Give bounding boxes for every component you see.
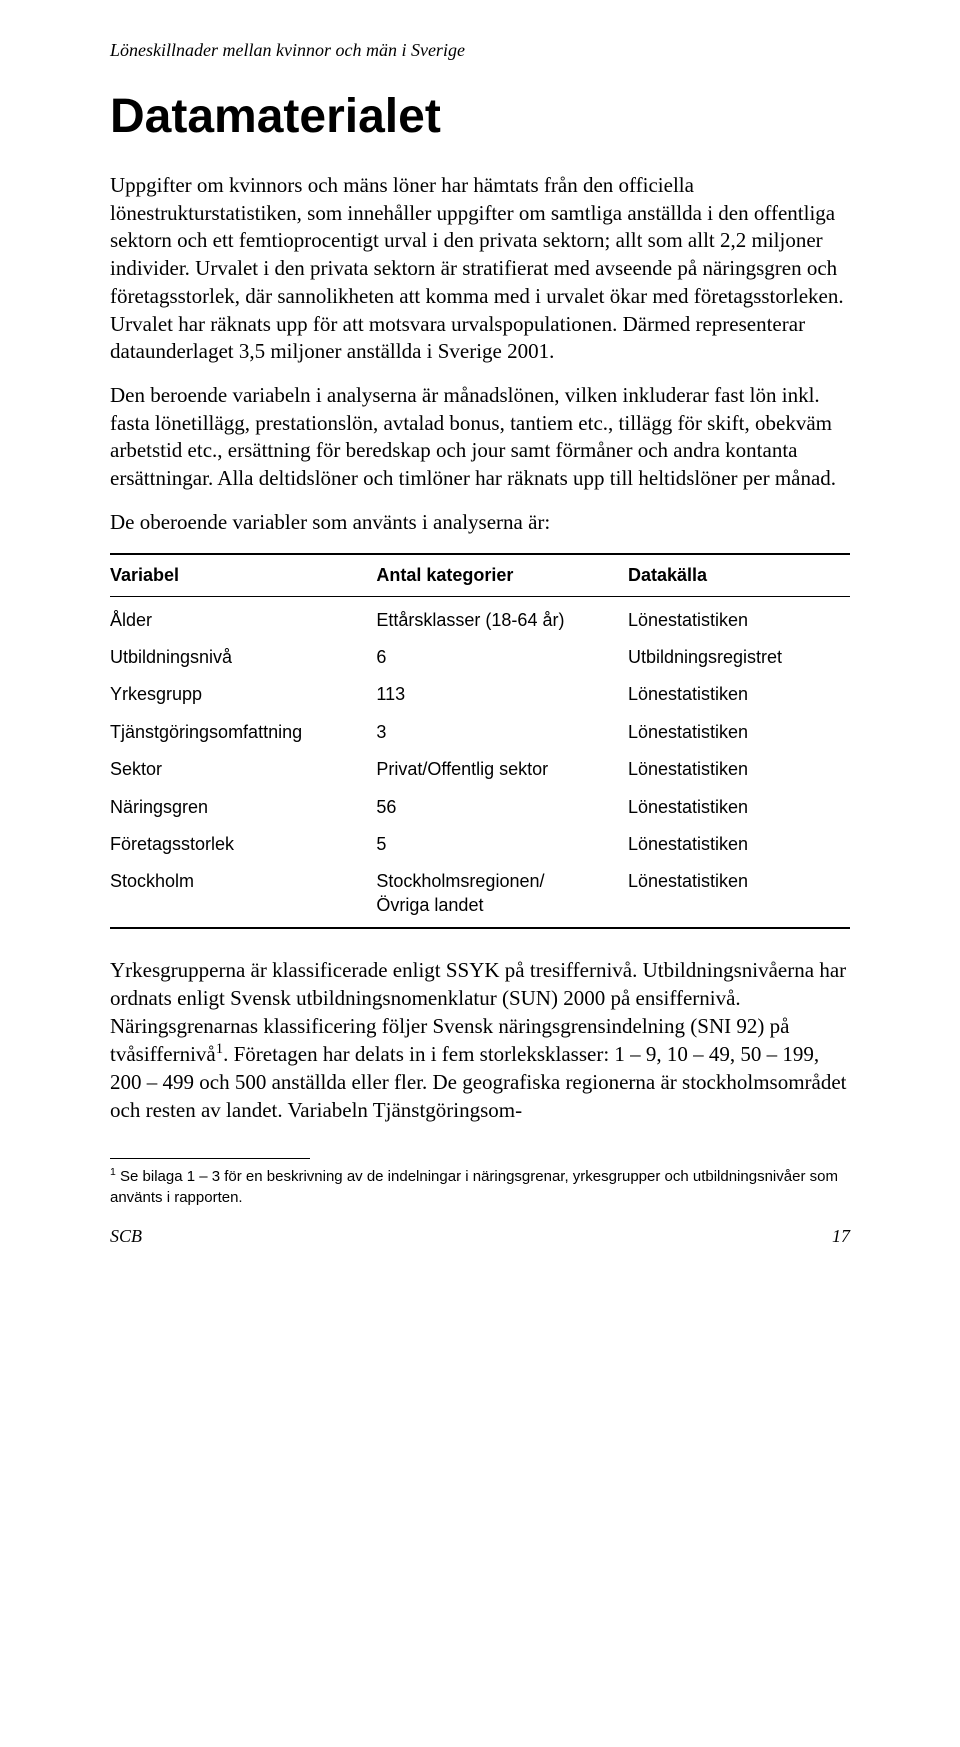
running-header: Löneskillnader mellan kvinnor och män i … (110, 40, 850, 61)
table-header-kategorier: Antal kategorier (376, 554, 628, 597)
body-paragraph-4: Yrkesgrupperna är klassificerade enligt … (110, 957, 850, 1124)
table-cell: Ettårsklasser (18-64 år) (376, 596, 628, 639)
table-row: Näringsgren56Lönestatistiken (110, 789, 850, 826)
footnote-separator (110, 1158, 310, 1159)
table-cell: 6 (376, 639, 628, 676)
table-cell: Privat/Offentlig sektor (376, 751, 628, 788)
table-cell: Yrkesgrupp (110, 676, 376, 713)
table-cell: 113 (376, 676, 628, 713)
table-cell: 3 (376, 714, 628, 751)
table-cell: Lönestatistiken (628, 863, 850, 928)
footer-left: SCB (110, 1226, 142, 1247)
table-row: Tjänstgöringsomfattning3Lönestatistiken (110, 714, 850, 751)
table-cell: Lönestatistiken (628, 676, 850, 713)
table-row: Utbildningsnivå6Utbildningsregistret (110, 639, 850, 676)
page-heading: Datamaterialet (110, 89, 850, 144)
table-cell: Utbildningsregistret (628, 639, 850, 676)
table-cell: Stockholm (110, 863, 376, 928)
page-footer: SCB 17 (110, 1226, 850, 1247)
table-cell: Lönestatistiken (628, 826, 850, 863)
footnote-text: Se bilaga 1 – 3 för en beskrivning av de… (110, 1168, 838, 1205)
variables-table: Variabel Antal kategorier Datakälla Ålde… (110, 553, 850, 930)
table-cell: Företagsstorlek (110, 826, 376, 863)
table-cell: Näringsgren (110, 789, 376, 826)
table-cell: Tjänstgöringsomfattning (110, 714, 376, 751)
table-row: StockholmStockholmsregionen/Övriga lande… (110, 863, 850, 928)
table-header-datakalla: Datakälla (628, 554, 850, 597)
table-cell: 5 (376, 826, 628, 863)
table-body: ÅlderEttårsklasser (18-64 år)Lönestatist… (110, 596, 850, 928)
table-row: SektorPrivat/Offentlig sektorLönestatist… (110, 751, 850, 788)
table-row: ÅlderEttårsklasser (18-64 år)Lönestatist… (110, 596, 850, 639)
table-cell: Lönestatistiken (628, 789, 850, 826)
table-cell: Stockholmsregionen/Övriga landet (376, 863, 628, 928)
body-paragraph-1: Uppgifter om kvinnors och mäns löner har… (110, 172, 850, 366)
document-page: Löneskillnader mellan kvinnor och män i … (0, 0, 960, 1287)
table-header-row: Variabel Antal kategorier Datakälla (110, 554, 850, 597)
table-cell: Lönestatistiken (628, 714, 850, 751)
table-row: Företagsstorlek5Lönestatistiken (110, 826, 850, 863)
table-header-variabel: Variabel (110, 554, 376, 597)
footnote-1: 1 Se bilaga 1 – 3 för en beskrivning av … (110, 1165, 850, 1208)
table-row: Yrkesgrupp113Lönestatistiken (110, 676, 850, 713)
body-paragraph-3: De oberoende variabler som använts i ana… (110, 509, 850, 537)
footnote-ref-1: 1 (216, 1041, 223, 1057)
table-cell: Sektor (110, 751, 376, 788)
body-paragraph-2: Den beroende variabeln i analyserna är m… (110, 382, 850, 493)
table-cell: Lönestatistiken (628, 751, 850, 788)
table-cell: 56 (376, 789, 628, 826)
table-cell: Utbildningsnivå (110, 639, 376, 676)
table-cell: Ålder (110, 596, 376, 639)
table-cell: Lönestatistiken (628, 596, 850, 639)
footer-right: 17 (832, 1226, 850, 1247)
